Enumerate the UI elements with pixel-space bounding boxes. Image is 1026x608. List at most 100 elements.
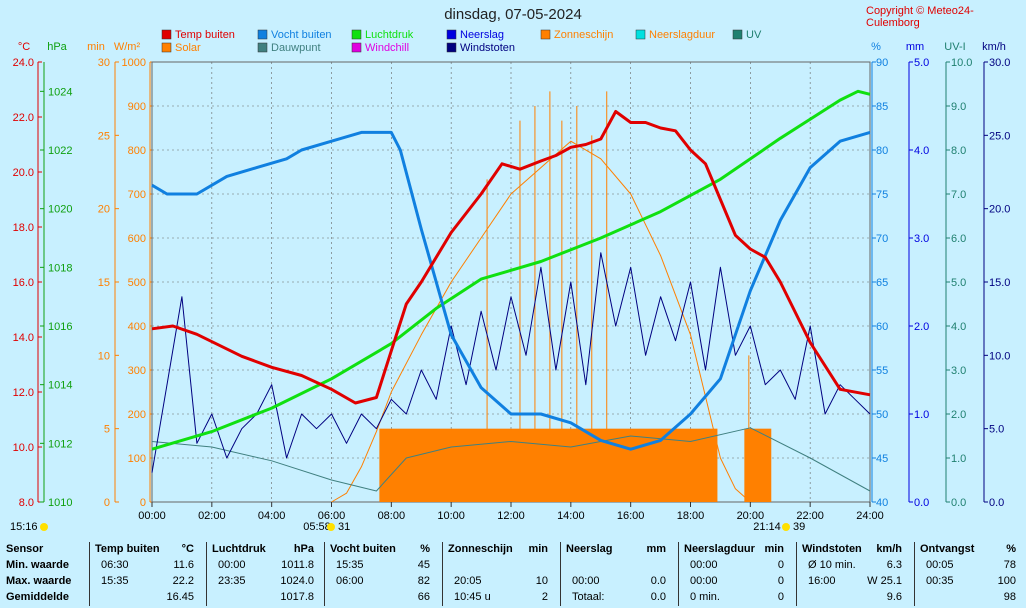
humidity-time-0: 15:35: [336, 559, 364, 571]
axis-label-wind-4: 20.0: [989, 204, 1010, 216]
wind-time-1: 16:00: [808, 575, 836, 587]
series-luchtdruk: [151, 89, 871, 451]
pressure-time-0: 00:00: [218, 559, 246, 571]
x-label-7: 14:00: [557, 510, 585, 522]
series-dauwpunt: [151, 427, 871, 492]
rainduration-time-1: 00:00: [690, 575, 718, 587]
col-separator: [442, 542, 443, 606]
dew-time-0: 00:05: [926, 559, 954, 571]
unit-label-5: mm: [906, 41, 924, 53]
axis-label-minutes-6: 30: [98, 57, 110, 69]
pressure-header: Luchtdruk: [212, 543, 266, 555]
axis-label-pressure-7: 1024: [48, 86, 72, 98]
axis-label-uv-1: 1.0: [951, 453, 966, 465]
chart-canvas: Temp buiten Vocht buiten Luchtdruk Neerslag…: [10, 29, 1011, 533]
legend-label-9: Windchill: [365, 42, 409, 54]
daylength-icon: [40, 523, 48, 531]
axis-label-temp-2: 12.0: [13, 387, 34, 399]
col-temp: Temp buiten °C 06:30 11.6 15:35 22.2 16.45: [95, 539, 200, 608]
legend-label-3: Neerslag: [460, 29, 504, 41]
legend-label-6: UV: [746, 29, 762, 41]
col-separator: [206, 542, 207, 606]
legend-swatch-10: [446, 42, 457, 53]
axis-label-solar-5: 500: [128, 277, 146, 289]
x-label-5: 10:00: [437, 510, 465, 522]
series-vocht-buiten: [151, 130, 871, 451]
pressure-time-1: 23:35: [218, 575, 246, 587]
humidity-value-2: 66: [417, 591, 430, 603]
dew-value-1: 100: [997, 575, 1016, 587]
dew-time-1: 00:35: [926, 575, 954, 587]
col-rain: Neerslag mm 00:00 0.0 Totaal: 0.0: [566, 539, 672, 608]
axes: 8.010.012.014.016.018.020.022.024.010101…: [13, 57, 1011, 509]
x-label-8: 16:00: [617, 510, 645, 522]
axis-label-minutes-3: 15: [98, 277, 110, 289]
legend-swatch-0: [161, 29, 172, 40]
unit-label-6: UV-I: [944, 41, 965, 53]
col-separator: [89, 542, 90, 606]
axis-label-minutes-2: 10: [98, 350, 110, 362]
axis-label-temp-4: 16.0: [13, 277, 34, 289]
wind-unit: km/h: [876, 543, 902, 555]
series-solar: [331, 140, 751, 503]
temp-time-0: 06:30: [101, 559, 129, 571]
copyright-text: Copyright © Meteo24-Culemborg: [866, 5, 974, 29]
legend-label-7: Solar: [175, 42, 201, 54]
axis-label-wind-0: 0.0: [989, 497, 1004, 509]
rainduration-unit: min: [764, 543, 784, 555]
axis-label-rain-4: 4.0: [914, 145, 929, 157]
series-temp-buiten: [151, 110, 871, 405]
x-label-11: 22:00: [796, 510, 824, 522]
axis-label-pressure-6: 1022: [48, 145, 72, 157]
wind-header: Windstoten: [802, 543, 862, 555]
axis-label-solar-2: 200: [128, 409, 146, 421]
axis-label-wind-6: 30.0: [989, 57, 1010, 69]
legend-swatch-9: [351, 42, 362, 53]
pressure-value-0: 1011.8: [281, 559, 314, 571]
rain-value-2: 0.0: [650, 591, 666, 603]
humidity-header: Vocht buiten: [330, 543, 396, 555]
humidity-value-0: 45: [417, 559, 430, 571]
axis-label-wind-3: 15.0: [989, 277, 1010, 289]
axis-label-humidity-6: 70: [876, 233, 888, 245]
legend-swatch-4: [540, 29, 551, 40]
axis-label-minutes-1: 5: [104, 424, 110, 436]
legend-label-8: Dauwpunt: [271, 42, 321, 54]
axis-label-humidity-8: 80: [876, 145, 888, 157]
rainduration-header: Neerslagduur: [684, 543, 755, 555]
daylength-text: 15:16: [10, 521, 38, 533]
legend-label-4: Zonneschijn: [554, 29, 613, 41]
axis-label-rain-0: 0.0: [914, 497, 929, 509]
col-rainduration: Neerslagduur min 00:00 0 00:00 0 0 min. 0: [684, 539, 790, 608]
axis-label-rain-3: 3.0: [914, 233, 929, 245]
axis-label-wind-5: 25.0: [989, 130, 1010, 142]
x-axis: 00:00 02:00 04:00 06:00 08:00 10:00 12:00 14:00…: [10, 502, 884, 533]
rainduration-time-0: 00:00: [690, 559, 718, 571]
axis-label-temp-3: 14.0: [13, 332, 34, 344]
sunrise-minute: 31: [338, 521, 350, 533]
col-separator: [560, 542, 561, 606]
unit-label-0: °C: [18, 41, 30, 53]
axis-label-wind-2: 10.0: [989, 350, 1010, 362]
rain-unit: mm: [646, 543, 666, 555]
temp-time-1: 15:35: [101, 575, 129, 587]
plot-area: [151, 89, 871, 503]
legend-swatch-2: [351, 29, 362, 40]
rainduration-value-0: 0: [777, 559, 784, 571]
rainduration-value-2: 0: [777, 591, 784, 603]
axis-label-uv-10: 10.0: [951, 57, 972, 69]
rain-time-2: Totaal:: [572, 591, 605, 603]
axis-label-pressure-4: 1018: [48, 262, 72, 274]
axis-label-uv-6: 6.0: [951, 233, 966, 245]
avg-label: Gemiddelde: [6, 591, 69, 603]
axis-label-temp-7: 22.0: [13, 112, 34, 124]
axis-label-uv-9: 9.0: [951, 101, 966, 113]
axis-label-pressure-3: 1016: [48, 321, 72, 333]
axis-label-solar-8: 800: [128, 145, 146, 157]
col-separator: [796, 542, 797, 606]
x-label-1: 02:00: [198, 510, 226, 522]
axis-label-humidity-3: 55: [876, 365, 888, 377]
rain-header: Neerslag: [566, 543, 613, 555]
axis-label-humidity-2: 50: [876, 409, 888, 421]
legend-label-5: Neerslagduur: [649, 29, 715, 41]
